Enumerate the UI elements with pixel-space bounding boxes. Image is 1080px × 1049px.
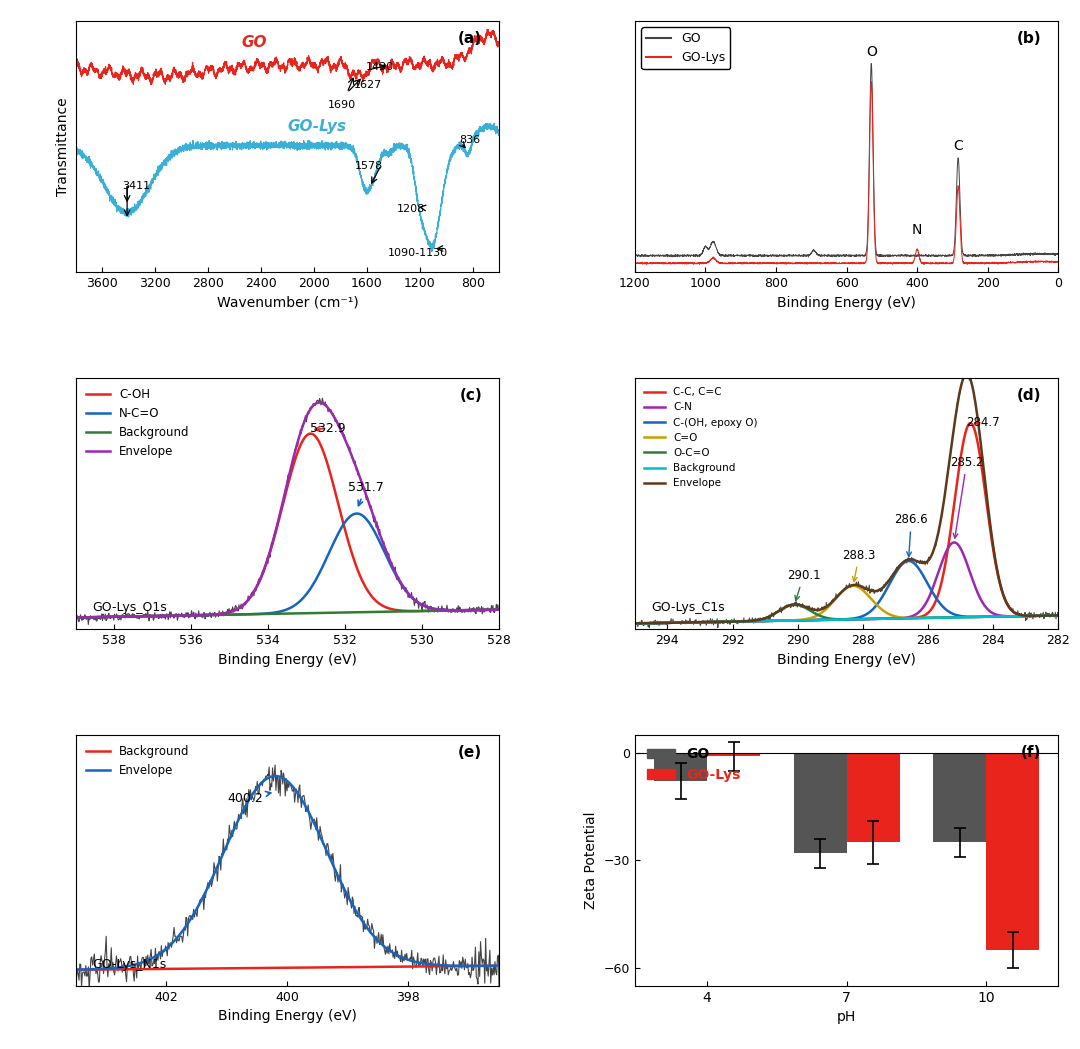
- Text: 285.2: 285.2: [950, 456, 984, 538]
- Text: 284.7: 284.7: [967, 416, 1000, 429]
- X-axis label: Binding Energy (eV): Binding Energy (eV): [778, 652, 916, 666]
- Text: 1578: 1578: [354, 162, 382, 171]
- Legend: GO, GO-Lys: GO, GO-Lys: [642, 742, 746, 788]
- X-axis label: pH: pH: [837, 1010, 856, 1025]
- Text: 3411: 3411: [122, 180, 150, 191]
- Text: GO-Lys_N1s: GO-Lys_N1s: [93, 958, 166, 971]
- Text: C: C: [954, 140, 963, 153]
- Legend: Background, Envelope: Background, Envelope: [81, 741, 194, 782]
- Text: 1690: 1690: [328, 101, 356, 110]
- Y-axis label: Transmittance: Transmittance: [56, 98, 70, 196]
- X-axis label: Binding Energy (eV): Binding Energy (eV): [218, 1009, 356, 1024]
- Text: (f): (f): [1021, 745, 1041, 759]
- Bar: [933, 753, 986, 842]
- Text: 290.1: 290.1: [787, 569, 821, 600]
- Bar: [654, 753, 707, 782]
- Text: N: N: [912, 222, 922, 237]
- Legend: GO, GO-Lys: GO, GO-Lys: [642, 27, 730, 69]
- Legend: C-C, C=C, C-N, C-(OH, epoxy O), C=O, O-C=O, Background, Envelope: C-C, C=C, C-N, C-(OH, epoxy O), C=O, O-C…: [640, 383, 762, 493]
- Text: GO: GO: [241, 36, 267, 50]
- Text: 400.2: 400.2: [227, 791, 271, 805]
- Text: (b): (b): [1017, 31, 1041, 46]
- Text: 531.7: 531.7: [348, 480, 383, 506]
- Text: (e): (e): [458, 745, 483, 759]
- Text: 288.3: 288.3: [842, 549, 876, 581]
- Text: 1430: 1430: [366, 62, 394, 72]
- Text: GO-Lys_C1s: GO-Lys_C1s: [651, 601, 726, 614]
- Text: 1090-1130: 1090-1130: [388, 248, 447, 258]
- X-axis label: Binding Energy (eV): Binding Energy (eV): [218, 652, 356, 666]
- Bar: [794, 753, 847, 853]
- Text: GO-Lys: GO-Lys: [287, 120, 347, 134]
- Bar: [986, 753, 1039, 950]
- Text: 1208: 1208: [396, 205, 426, 214]
- Text: (c): (c): [459, 388, 483, 403]
- Text: 532.9: 532.9: [310, 422, 346, 434]
- Y-axis label: Zeta Potential: Zeta Potential: [584, 812, 598, 909]
- Text: GO-Lys_O1s: GO-Lys_O1s: [93, 601, 167, 614]
- Text: 836: 836: [459, 135, 481, 145]
- Legend: C-OH, N-C=O, Background, Envelope: C-OH, N-C=O, Background, Envelope: [81, 384, 194, 463]
- Text: 1627: 1627: [353, 80, 382, 90]
- Text: (a): (a): [458, 31, 483, 46]
- Text: O: O: [866, 45, 877, 59]
- Bar: [707, 753, 760, 756]
- Text: (d): (d): [1017, 388, 1041, 403]
- X-axis label: Wavenumber (cm⁻¹): Wavenumber (cm⁻¹): [216, 296, 359, 309]
- Bar: [847, 753, 900, 842]
- X-axis label: Binding Energy (eV): Binding Energy (eV): [778, 296, 916, 309]
- Text: 286.6: 286.6: [894, 513, 928, 557]
